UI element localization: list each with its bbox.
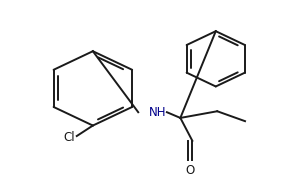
Text: O: O (186, 164, 195, 177)
Text: NH: NH (149, 106, 167, 119)
Text: Cl: Cl (63, 132, 75, 144)
